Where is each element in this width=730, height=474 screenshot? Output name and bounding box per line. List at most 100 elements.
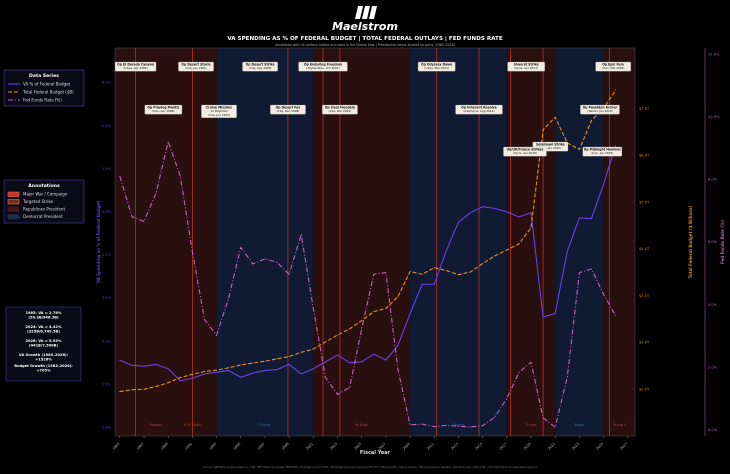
series-point-0 xyxy=(397,345,399,346)
y-left-axis-label: VA Spending as % of Federal Budget xyxy=(96,201,101,283)
event-annotation-text: (Syria, Apr 2017) xyxy=(514,66,538,70)
y-left-tick-label: 2.5% xyxy=(102,382,112,386)
event-annotation-text: Soleimani Strike xyxy=(536,143,565,147)
series-point-0 xyxy=(470,212,471,214)
series-point-0 xyxy=(204,373,205,375)
series-point-0 xyxy=(566,251,568,252)
series-point-1 xyxy=(143,388,145,390)
event-annotation-text: (Afghanistan, Oct 2001) xyxy=(306,66,339,70)
series-point-2 xyxy=(397,369,399,371)
x-tick-label: 2009 xyxy=(402,442,411,451)
annotation-legend-label: Republican President xyxy=(23,207,65,212)
y-right1-tick-label: $3.0T xyxy=(639,294,650,298)
series-point-1 xyxy=(312,348,314,350)
y-left-tick-label: 4.0% xyxy=(102,253,112,257)
series-point-0 xyxy=(337,354,338,356)
series-point-2 xyxy=(119,175,121,177)
series-point-2 xyxy=(433,426,435,428)
series-point-2 xyxy=(603,293,605,295)
stats-line-detail: +705% xyxy=(36,368,51,372)
series-point-2 xyxy=(288,273,290,275)
stats-line-detail: +1526% xyxy=(35,357,52,361)
series-point-0 xyxy=(264,370,266,371)
series-point-1 xyxy=(204,371,205,372)
y-right1-tick-label: $2.0T xyxy=(639,341,650,345)
y-right1-tick-label: $1.0T xyxy=(639,387,650,391)
series-point-2 xyxy=(518,372,520,373)
series-line-1 xyxy=(119,89,617,393)
series-line-2 xyxy=(119,141,617,428)
x-tick-label: 1995 xyxy=(233,442,242,451)
series-point-1 xyxy=(155,385,157,387)
x-axis-label: Fiscal Year xyxy=(360,450,391,456)
y-right1-tick-label: $4.0T xyxy=(639,247,650,251)
president-label: W. Bush xyxy=(355,423,369,427)
series-point-2 xyxy=(300,234,302,235)
series-point-2 xyxy=(204,319,205,321)
series-point-1 xyxy=(288,356,290,357)
x-tick-label: 2025 xyxy=(595,442,604,451)
series-point-2 xyxy=(542,417,544,419)
series-point-0 xyxy=(482,206,484,208)
annotation-legend-label: Targeted Strike xyxy=(22,199,54,204)
series-point-1 xyxy=(131,389,133,391)
series-point-0 xyxy=(385,359,387,361)
annotation-legend-title: Annotations xyxy=(28,183,60,189)
president-label: Clinton xyxy=(259,423,271,427)
annotation-legend-label: Democrat President xyxy=(23,214,63,219)
series-point-2 xyxy=(337,393,338,395)
event-annotation-text: US/UK/France Strikes xyxy=(507,148,544,152)
legend-item-label: Fed Funds Rate (%) xyxy=(23,97,62,102)
series-point-0 xyxy=(216,371,218,373)
event-annotation-text: Shayrat Strike xyxy=(514,63,539,67)
series-point-1 xyxy=(518,243,520,245)
y-left-tick-label: 3.0% xyxy=(102,339,112,343)
event-annotation-text: (Iraq, Jan 1991) xyxy=(185,66,207,70)
series-point-2 xyxy=(373,273,375,275)
series-point-0 xyxy=(167,368,169,370)
series-point-2 xyxy=(494,416,496,418)
x-tick-label: 1993 xyxy=(208,442,217,451)
series-point-2 xyxy=(578,272,580,274)
x-tick-label: 2017 xyxy=(499,442,508,451)
series-point-1 xyxy=(276,358,278,360)
y-left-tick-label: 4.5% xyxy=(102,210,112,214)
annotation-legend-swatch xyxy=(7,206,20,212)
series-point-2 xyxy=(385,272,387,274)
y-right2-tick-label: 12.0% xyxy=(708,52,720,56)
series-point-1 xyxy=(167,382,169,384)
president-label: Biden xyxy=(575,423,585,427)
series-point-1 xyxy=(470,271,471,273)
series-point-1 xyxy=(373,311,375,313)
legend-item-label: Total Federal Budget ($B) xyxy=(22,89,74,94)
series-point-1 xyxy=(300,351,302,353)
president-label: Trump II xyxy=(611,423,626,427)
series-point-0 xyxy=(300,373,302,375)
event-annotation-text: Op Midnight Hammer xyxy=(584,148,622,152)
series-point-1 xyxy=(615,89,617,91)
event-annotation-text: (Iraq, Mar 2003) xyxy=(329,109,352,113)
party-shading-r-5 xyxy=(506,48,556,436)
series-point-2 xyxy=(216,334,218,336)
series-point-2 xyxy=(276,261,278,263)
series-point-0 xyxy=(603,183,605,185)
x-tick-label: 2011 xyxy=(426,442,435,451)
series-point-1 xyxy=(530,227,532,229)
series-point-2 xyxy=(421,423,423,425)
series-point-2 xyxy=(445,424,447,426)
event-annotation-box xyxy=(455,104,503,115)
stats-line-main: 2024: VA = 4.42% xyxy=(26,325,62,329)
series-point-0 xyxy=(288,363,290,365)
series-point-2 xyxy=(264,258,266,260)
y-right2-tick-label: 6.0% xyxy=(708,240,718,244)
series-point-0 xyxy=(409,313,411,315)
series-point-2 xyxy=(324,377,326,378)
series-point-1 xyxy=(578,148,580,150)
event-annotation-text: (Libya, Apr 1986) xyxy=(123,66,147,70)
event-annotation-box xyxy=(582,146,623,157)
event-annotation-text: Op Desert Fox xyxy=(276,106,301,110)
chart-subtitle: Annotated with US military strikes and w… xyxy=(275,43,455,47)
y-right2-tick-label: 4.0% xyxy=(708,303,718,307)
x-tick-label: 2001 xyxy=(305,442,314,451)
y-left-tick-label: 5.5% xyxy=(102,124,112,128)
